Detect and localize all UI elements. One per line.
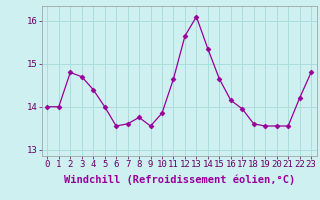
X-axis label: Windchill (Refroidissement éolien,°C): Windchill (Refroidissement éolien,°C) (64, 175, 295, 185)
